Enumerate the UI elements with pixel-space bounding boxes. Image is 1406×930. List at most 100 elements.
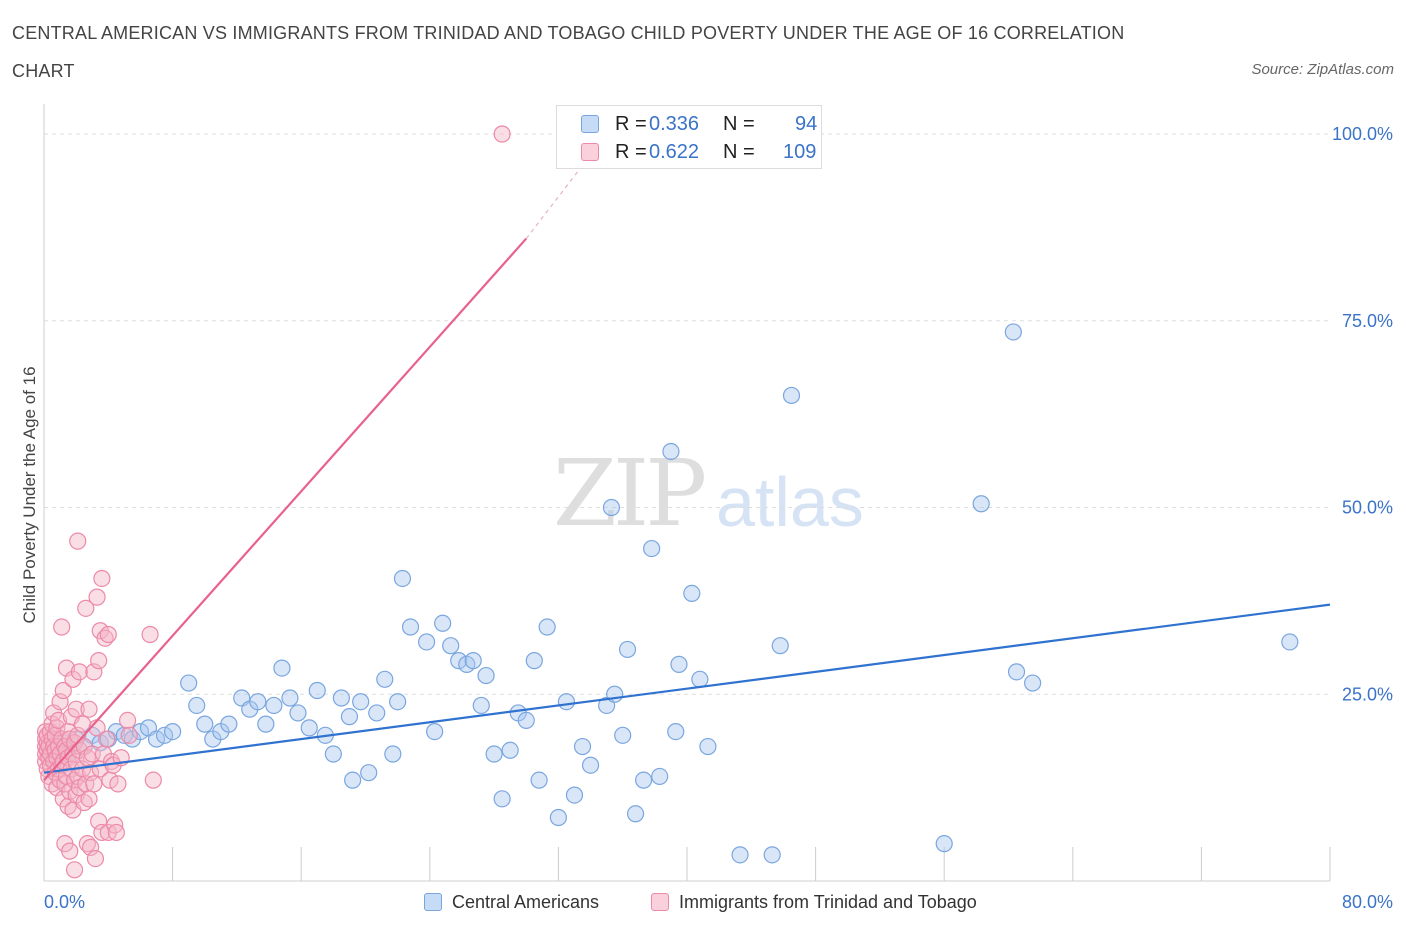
central-american-point [782,386,801,405]
y-tick-label: 25.0% [1342,684,1393,704]
trinidad-tobago-point [80,700,98,718]
central-american-point [573,737,592,756]
trinidad-tobago-point [77,599,95,617]
central-american-point [360,764,378,782]
chart-title: CENTRAL AMERICAN VS IMMIGRANTS FROM TRIN… [12,23,1125,81]
legend-label: Immigrants from Trinidad and Tobago [679,892,977,912]
central-american-point [434,614,452,632]
trinidad-tobago-point [90,652,108,670]
trinidad-tobago-point [82,764,100,782]
trinidad-tobago-point [67,700,85,718]
central-american-point [308,681,326,700]
trinidad-tobago-point [70,663,88,681]
r-label: R = [615,141,647,163]
source-credit: Source: ZipAtlas.com [1251,61,1394,78]
trinidad-tobago-point [49,711,68,729]
trinidad-tobago-point [120,726,138,744]
central-american-trendline [43,603,1331,774]
central-american-point [1024,674,1042,692]
central-american-point [1281,633,1299,651]
central-american-point [935,835,953,853]
trinidad-tobago-trendline [43,237,528,781]
trinidad-tobago-point [54,681,72,700]
central-american-point [538,618,556,636]
legend-swatch-blue [581,115,599,133]
central-american-point [581,756,600,774]
y-tick-label: 50.0% [1342,498,1393,518]
trinidad-tobago-point [88,588,106,606]
central-american-point [565,786,584,804]
trinidad-tobago-point [51,693,69,711]
central-american-point [249,693,267,711]
trinidad-tobago-point [118,711,137,729]
trinidad-tobago-point [93,823,111,842]
central-american-point [493,790,511,808]
central-american-point [188,696,206,715]
central-american-point [147,730,166,748]
r-label: R = [615,113,647,135]
watermark-atlas: atlas [716,463,864,541]
central-american-point [634,771,653,789]
legend-swatch-pink [581,143,599,161]
watermark-zip: ZIP [553,440,707,547]
trinidad-tobago-point [107,823,125,842]
central-american-point [389,693,407,711]
central-american-point [376,670,394,688]
central-american-point [626,805,645,823]
trinidad-tobago-point [85,775,103,793]
central-american-point [472,696,490,715]
central-american-point [763,846,781,864]
central-american-point [557,693,576,711]
central-american-point [426,722,444,741]
central-american-point [614,726,632,744]
trinidad-tobago-point [144,771,162,789]
central-american-point [670,655,688,673]
central-american-point [417,633,436,651]
legend-label: Central Americans [452,892,600,912]
trinidad-tobago-point [65,861,84,879]
central-american-point [972,495,990,513]
trinidad-tobago-point [61,842,79,860]
central-american-point [450,652,468,670]
trinidad-tobago-point [69,532,87,550]
legend-item-trinidad-tobago: Immigrants from Trinidad and Tobago [651,888,977,916]
central-american-point [196,715,214,733]
central-american-point [662,442,680,461]
central-american-point [180,674,198,692]
r-value: 0.336 [649,113,700,135]
trinidad-tobago-point [80,790,98,808]
central-american-point [549,808,568,827]
central-american-point [155,726,174,744]
central-american-point [273,659,291,677]
trinidad-tobago-point [86,849,105,868]
central-american-point [265,696,283,715]
central-american-point [300,719,318,737]
central-american-point [164,722,182,741]
trinidad-tobago-point [90,812,108,830]
trinidad-tobago-point [109,775,127,793]
central-american-point [530,771,548,789]
central-american-point [464,652,482,670]
central-american-point [281,689,299,707]
central-american-point [442,637,460,655]
y-tick-label: 75.0% [1342,311,1393,331]
central-american-point [501,741,519,759]
central-american-point [289,704,307,722]
central-american-point [1004,323,1022,341]
n-value: 94 [795,113,818,135]
trinidad-tobago-point [141,625,159,644]
trinidad-tobago-point [53,618,71,636]
central-american-point [257,715,275,733]
central-american-point [485,745,503,763]
central-american-point [352,693,370,711]
central-american-point [525,652,543,670]
central-american-point [477,666,495,685]
legend-swatch-blue [424,893,442,911]
central-american-point [1007,663,1026,681]
central-american-point [643,539,661,558]
x-tick-label: 0.0% [44,892,85,912]
correlation-legend: R = 0.336 N = 94 R = 0.622 N = 109 [556,105,822,169]
trinidad-tobago-point [93,569,111,588]
legend-item-central-americans: Central Americans [424,888,599,916]
